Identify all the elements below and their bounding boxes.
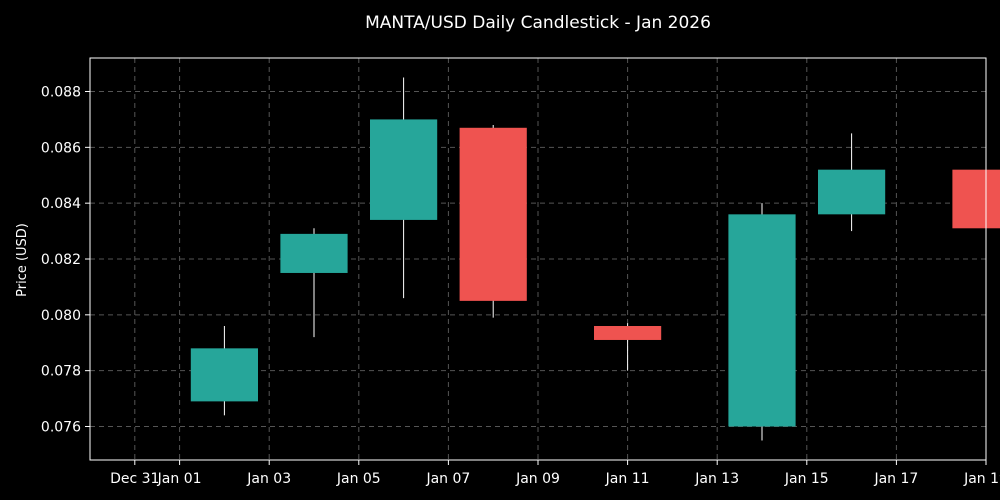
- candle-down: [594, 323, 662, 371]
- x-tick-label: Jan 15: [784, 471, 829, 487]
- candle-body: [280, 233, 348, 273]
- chart-title: MANTA/USD Daily Candlestick - Jan 2026: [365, 13, 711, 33]
- x-tick-label: Dec 31: [110, 471, 159, 487]
- x-tick-label: Jan 09: [515, 471, 560, 487]
- candle-down: [459, 125, 527, 318]
- candle-down: [952, 116, 1000, 232]
- x-tick-label: Jan 01: [157, 471, 202, 487]
- y-tick-label: 0.086: [41, 140, 81, 156]
- x-tick-label: Jan 13: [694, 471, 739, 487]
- candle-body: [728, 214, 796, 427]
- candle-up: [728, 203, 796, 441]
- x-tick-label: Jan 07: [425, 471, 470, 487]
- y-axis-label: Price (USD): [15, 223, 30, 297]
- candles: [190, 77, 1000, 441]
- candle-up: [280, 228, 348, 338]
- y-tick-label: 0.076: [41, 420, 81, 436]
- candle-body: [594, 326, 662, 340]
- x-tick-label: Jan 03: [246, 471, 291, 487]
- y-tick-label: 0.080: [41, 308, 81, 324]
- x-tick-label: Jan 17: [873, 471, 918, 487]
- y-axis-ticks: 0.076 0.078 0.080 0.082 0.084 0.086 0.088: [41, 85, 90, 436]
- candle-body: [459, 127, 527, 301]
- y-tick-label: 0.088: [41, 85, 81, 101]
- candle-body: [952, 169, 1000, 229]
- candle-up: [190, 326, 258, 416]
- x-tick-label: Jan 19: [963, 471, 1000, 487]
- y-tick-label: 0.078: [41, 364, 81, 380]
- y-tick-label: 0.082: [41, 252, 81, 268]
- y-tick-label: 0.084: [41, 196, 81, 212]
- candle-up: [370, 77, 438, 299]
- candle-body: [370, 119, 438, 220]
- x-tick-label: Jan 11: [605, 471, 650, 487]
- candle-body: [190, 348, 258, 402]
- candle-up: [818, 133, 886, 232]
- candle-body: [818, 169, 886, 215]
- x-tick-label: Jan 05: [336, 471, 381, 487]
